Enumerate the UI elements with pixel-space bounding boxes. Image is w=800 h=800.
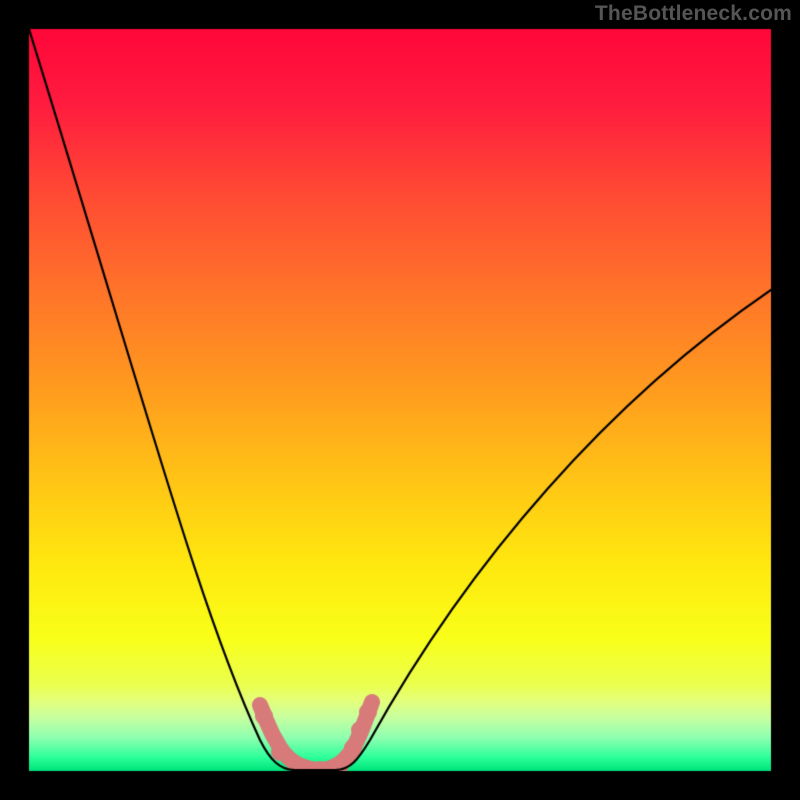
watermark-text: TheBottleneck.com: [595, 2, 792, 26]
chart-canvas: [0, 0, 800, 800]
chart-stage: TheBottleneck.com: [0, 0, 800, 800]
